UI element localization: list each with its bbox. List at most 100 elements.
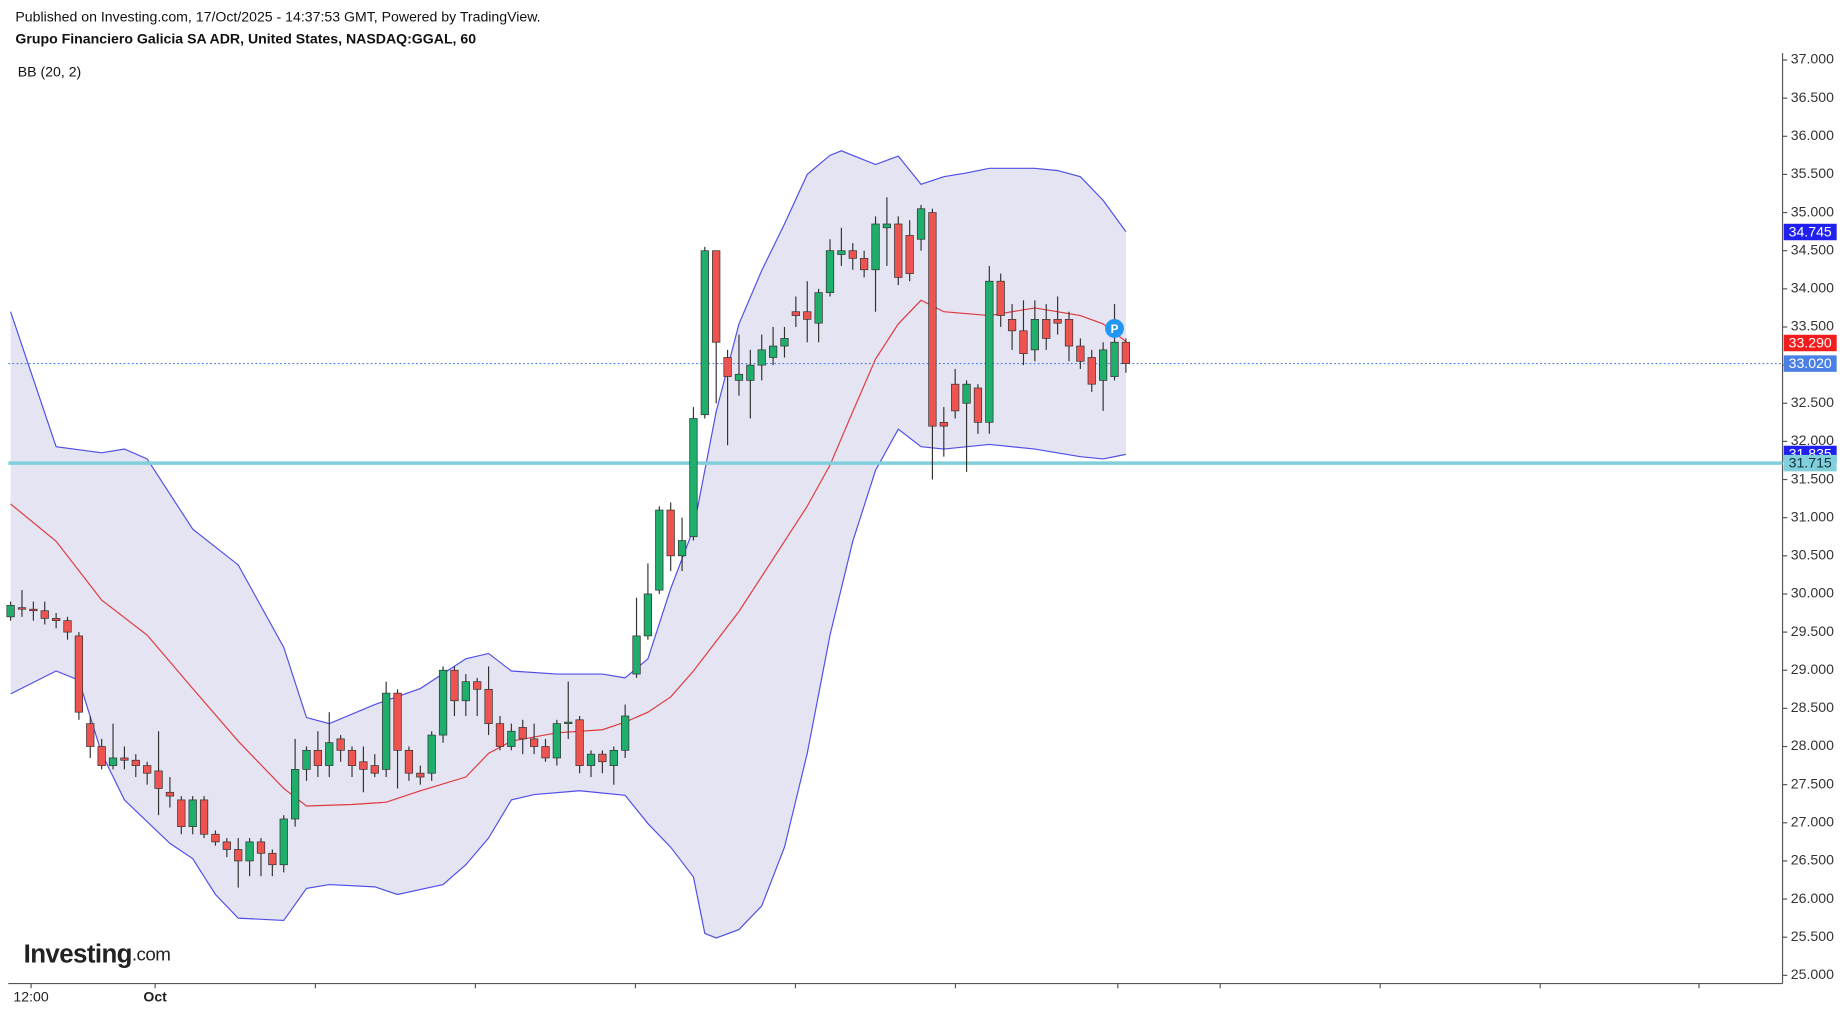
price-tag (1783, 454, 1837, 472)
candle-body (939, 421, 948, 427)
y-tick-label: 25.500 (1791, 928, 1834, 944)
candle-body (1121, 341, 1131, 364)
y-tick-label: 36.500 (1791, 89, 1834, 105)
candle-body (211, 833, 220, 843)
candle-body (359, 761, 368, 770)
y-tick-label: 33.500 (1791, 318, 1834, 334)
candle-body (985, 280, 994, 423)
candle-body (1076, 345, 1085, 362)
candle-body (74, 635, 84, 713)
candle-body (825, 250, 835, 294)
y-tick-label: 26.000 (1791, 890, 1834, 906)
candle-body (928, 212, 937, 427)
candle-body (1053, 318, 1062, 324)
candle-body (484, 688, 493, 724)
candle-body (712, 250, 721, 343)
candle-body (882, 223, 892, 229)
candle-body (586, 753, 596, 766)
band-line (10, 428, 1127, 939)
candle-body (1099, 349, 1108, 381)
price-tag (1783, 223, 1837, 241)
band-line (10, 299, 1127, 807)
candle-body (689, 418, 698, 538)
candle-body (245, 841, 254, 862)
candle-body (951, 383, 960, 412)
candle-body (871, 223, 880, 271)
candle-body (757, 349, 766, 366)
candle-body (768, 345, 778, 358)
candle-body (598, 753, 607, 763)
candle-body (746, 364, 755, 381)
y-tick-label: 36.000 (1791, 127, 1834, 143)
y-tick-label: 26.500 (1791, 852, 1834, 868)
candle-body (382, 692, 391, 770)
candle-body (860, 257, 869, 271)
candle-body (848, 250, 857, 259)
marker-label: P (1111, 323, 1119, 336)
price-tag (1783, 355, 1837, 372)
price-tag (1783, 334, 1837, 352)
y-tick-label: 29.500 (1791, 623, 1834, 639)
candle-body (404, 749, 414, 774)
candle-body (894, 223, 903, 278)
candle-body (313, 749, 322, 766)
candle-body (40, 610, 49, 619)
candle-body (154, 770, 163, 789)
y-tick-label: 37.000 (1791, 51, 1834, 67)
y-tick-label: 30.000 (1791, 585, 1834, 601)
candle-body (188, 799, 197, 827)
candle-body (621, 715, 630, 751)
candle-body (473, 681, 482, 690)
candle-body (165, 791, 175, 797)
y-tick-label: 35.500 (1791, 165, 1834, 181)
logo: Investing.com (24, 940, 171, 968)
candle-body (723, 357, 732, 377)
candle-body (393, 692, 402, 751)
candle-body (336, 738, 345, 751)
candle-body (131, 759, 140, 766)
candle-body (256, 841, 266, 854)
y-tick-label: 32.000 (1791, 432, 1834, 448)
indicator-label: BB (20, 2) (18, 64, 82, 80)
y-tick-label: 27.500 (1791, 775, 1834, 791)
band-fill (10, 150, 1126, 938)
candle-body (97, 746, 106, 766)
candle-body (655, 509, 664, 591)
candle-body (108, 757, 118, 766)
candle-body (1030, 318, 1039, 351)
candle-body (609, 749, 618, 766)
candle-body (916, 208, 926, 240)
candle-body (279, 818, 288, 866)
band-line (10, 150, 1127, 725)
y-tick-label: 30.500 (1791, 547, 1834, 563)
candle-body (370, 765, 379, 774)
y-tick-label: 28.500 (1791, 699, 1834, 715)
candle-body (962, 383, 971, 404)
candle-body (52, 618, 61, 622)
candle-body (677, 540, 687, 557)
candle-body (1110, 341, 1119, 377)
candle-body (450, 669, 459, 702)
candle-body (791, 311, 800, 316)
y-tick-label: 35.000 (1791, 203, 1834, 219)
candle-body (780, 338, 789, 347)
candle-body (268, 852, 277, 866)
candle-body (905, 235, 914, 274)
candle-body (541, 746, 550, 759)
candle-body (666, 509, 675, 557)
candle-body (347, 749, 357, 766)
candle-body (996, 280, 1005, 316)
candle-body (427, 734, 436, 774)
y-tick-label: 29.000 (1791, 661, 1834, 677)
symbol-title: Grupo Financiero Galicia SA ADR, United … (15, 31, 476, 47)
candle-body (291, 769, 300, 820)
y-tick-label: 25.000 (1791, 966, 1834, 982)
candle-body (552, 723, 561, 759)
candle-body (177, 799, 186, 827)
candle-body (461, 681, 470, 702)
candle-body (495, 723, 505, 747)
candle-body (1087, 357, 1096, 385)
candle-body (63, 620, 72, 633)
price-tag-label: 31.715 (1789, 454, 1832, 470)
candle-body (438, 669, 448, 736)
